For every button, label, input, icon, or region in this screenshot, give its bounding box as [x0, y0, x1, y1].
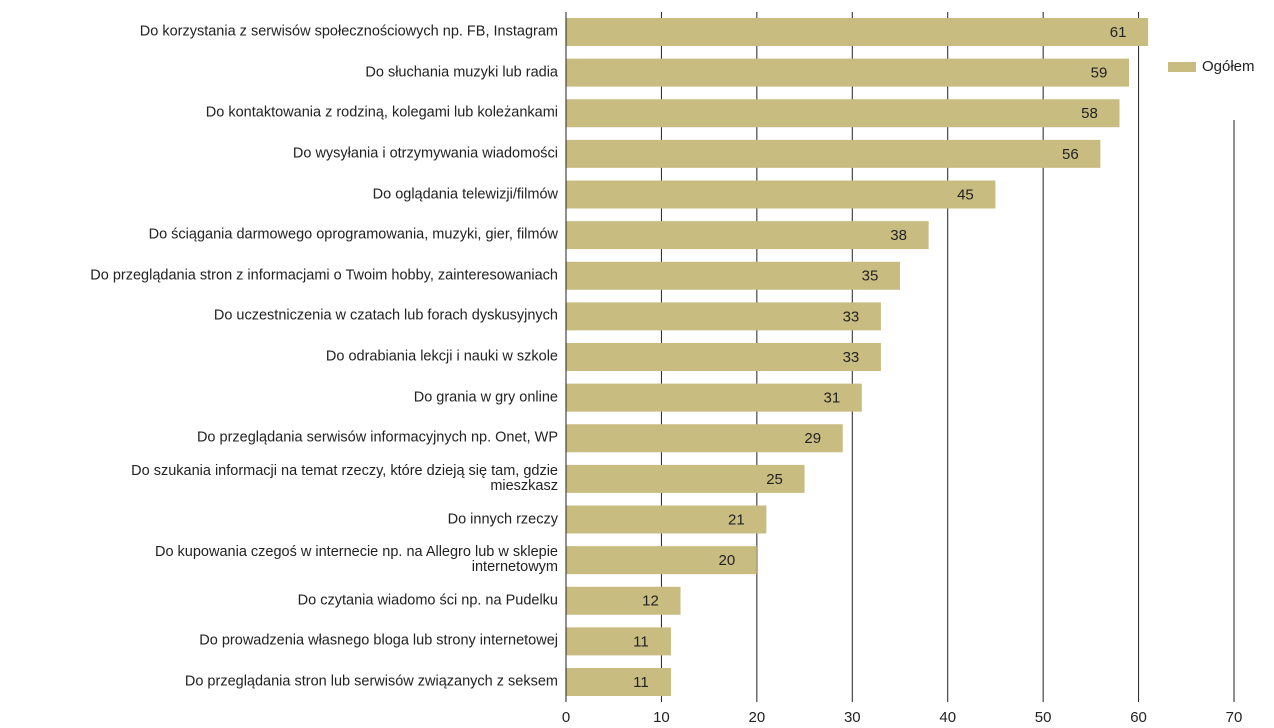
category-label: Do kupowania czegoś w internecie np. na …	[154, 544, 558, 576]
data-label: 59	[1091, 65, 1108, 82]
bar	[566, 18, 1149, 46]
bar	[566, 627, 671, 656]
data-label: 56	[1062, 146, 1079, 163]
bar	[566, 586, 681, 615]
data-label: 35	[862, 268, 879, 285]
data-label: 20	[719, 552, 736, 569]
category-label: Do kontaktowania z rodziną, kolegami lub…	[205, 104, 558, 121]
data-label: 21	[728, 511, 745, 528]
bar	[566, 261, 900, 290]
x-tick-label: 40	[939, 709, 956, 726]
x-tick-label: 50	[1035, 709, 1052, 726]
bar	[566, 464, 805, 493]
data-label: 61	[1110, 24, 1127, 41]
category-label: Do przeglądania stron z informacjami o T…	[90, 267, 558, 284]
category-label: Do uczestniczenia w czatach lub forach d…	[213, 307, 558, 324]
data-label: 11	[633, 633, 649, 650]
x-tick-label: 30	[844, 709, 861, 726]
category-label: Do innych rzeczy	[447, 511, 558, 527]
x-tick-label: 10	[653, 709, 670, 726]
data-label: 11	[633, 674, 649, 691]
bar	[566, 383, 862, 412]
category-label: Do odrabiania lekcji i nauki w szkole	[325, 348, 558, 365]
bar	[566, 58, 1130, 87]
legend-label: Ogółem	[1202, 58, 1255, 75]
category-label: Do przeglądania stron lub serwisów związ…	[184, 673, 558, 690]
bar	[566, 668, 671, 696]
x-tick-label: 70	[1226, 709, 1243, 726]
data-label: 38	[890, 227, 907, 244]
legend-swatch	[1168, 62, 1196, 72]
category-label: Do wysyłania i otrzymywania wiadomości	[292, 145, 558, 162]
bar	[566, 546, 757, 575]
category-label: Do prowadzenia własnego bloga lub strony…	[199, 632, 558, 649]
data-label: 33	[843, 308, 860, 325]
data-label: 33	[843, 349, 860, 366]
bar	[566, 180, 996, 209]
bar	[566, 139, 1101, 168]
category-label: Do oglądania telewizji/filmów	[372, 186, 558, 202]
x-tick-label: 60	[1130, 709, 1147, 726]
category-label: Do ściągania darmowego oprogramowania, m…	[148, 226, 558, 243]
x-tick-label: 0	[562, 709, 570, 726]
data-label: 12	[642, 593, 659, 610]
data-label: 58	[1081, 105, 1098, 122]
bar	[566, 302, 881, 331]
category-label: Do czytania wiadomo ści np. na Pudelku	[297, 592, 558, 609]
category-label: Do korzystania z serwisów społecznościow…	[139, 23, 558, 40]
data-label: 25	[766, 471, 783, 488]
category-label: Do słuchania muzyki lub radia	[365, 64, 558, 81]
x-tick-label: 20	[749, 709, 766, 726]
bar	[566, 221, 929, 250]
data-label: 45	[957, 186, 974, 203]
category-label: Do szukania informacji na temat rzeczy, …	[131, 462, 558, 494]
bar	[566, 424, 843, 453]
category-label: Do przeglądania serwisów informacyjnych …	[196, 429, 558, 446]
bar	[566, 343, 881, 371]
bar	[566, 99, 1120, 128]
data-label: 29	[804, 430, 821, 447]
category-label: Do grania w gry online	[413, 389, 558, 406]
bar	[566, 505, 767, 534]
data-label: 31	[823, 390, 840, 407]
